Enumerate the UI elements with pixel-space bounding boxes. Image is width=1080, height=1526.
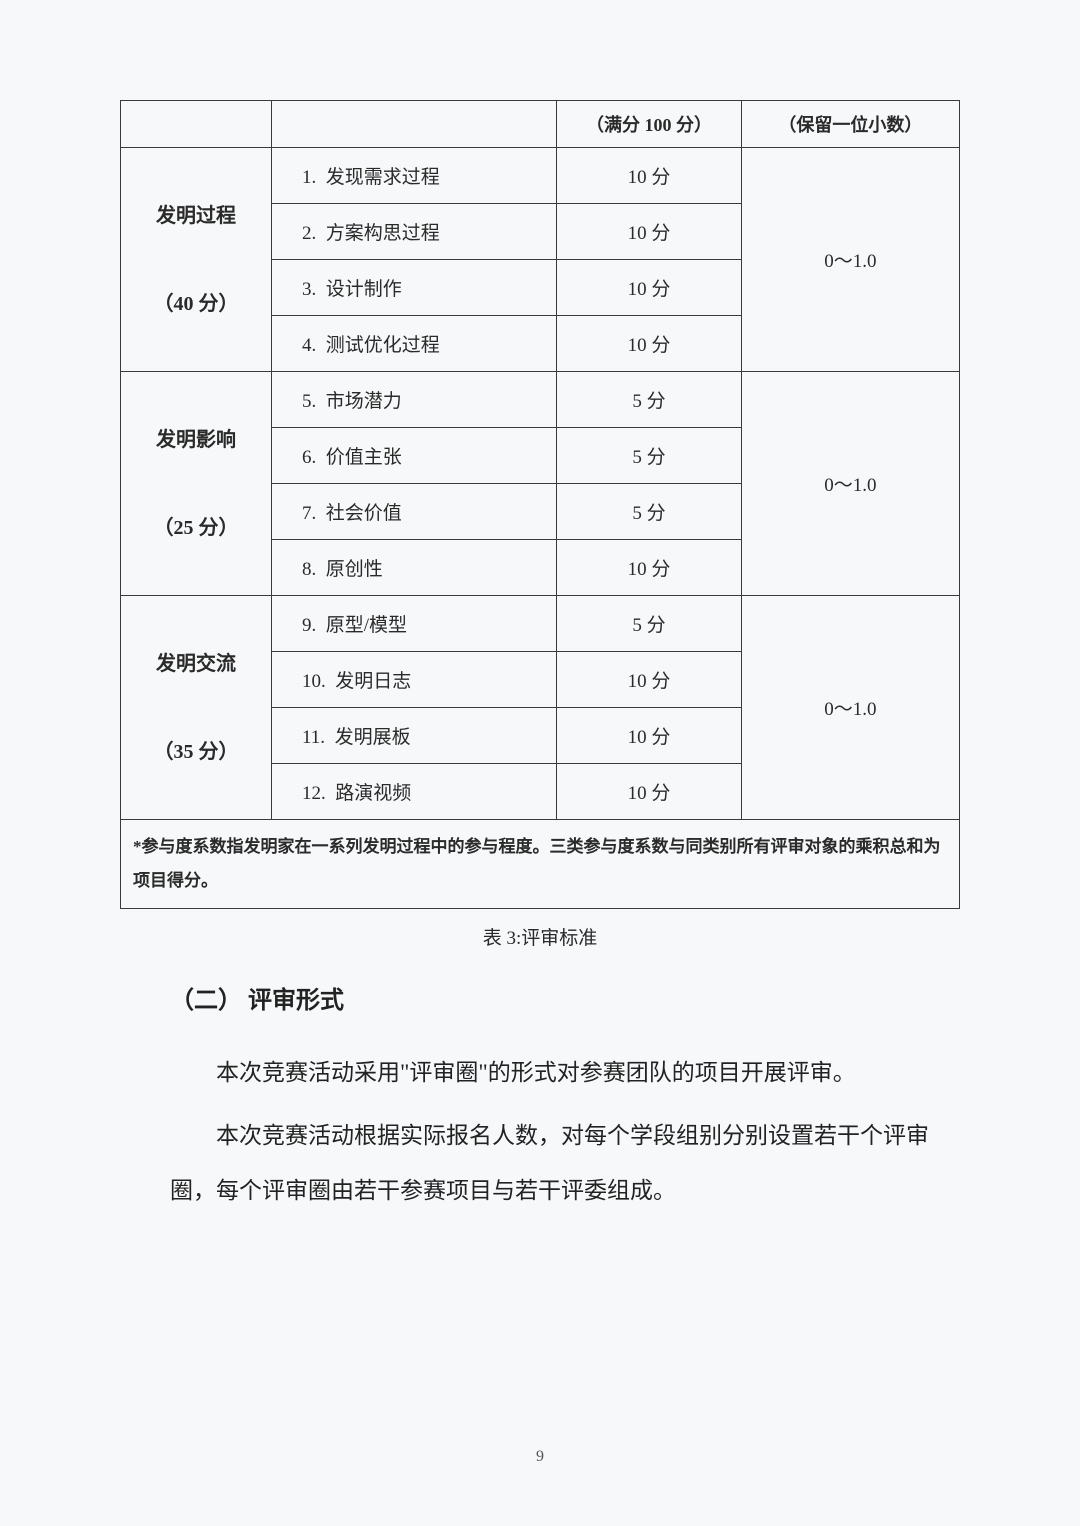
criterion-cell: 3. 设计制作 — [272, 260, 557, 316]
category-cell: 发明影响 （25 分） — [121, 372, 272, 596]
category-title: 发明过程 — [156, 205, 236, 227]
footnote-cell: *参与度系数指发明家在一系列发明过程中的参与程度。三类参与度系数与同类别所有评审… — [121, 820, 960, 909]
table-row: 发明影响（25 分）5. 市场潜力5 分0～1.0 — [121, 372, 960, 428]
criterion-label: 方案构思过程 — [326, 223, 440, 244]
header-cell-blank1 — [121, 101, 272, 148]
score-cell: 10 分 — [557, 708, 742, 764]
criterion-label: 路演视频 — [335, 783, 411, 804]
criterion-cell: 5. 市场潜力 — [272, 372, 557, 428]
score-cell: 5 分 — [557, 428, 742, 484]
paragraph-2: 本次竞赛活动根据实际报名人数，对每个学段组别分别设置若干个评审圈，每个评审圈由若… — [170, 1108, 950, 1218]
score-cell: 10 分 — [557, 204, 742, 260]
table-header-row: （满分 100 分）（保留一位小数） — [121, 101, 960, 148]
score-cell: 5 分 — [557, 484, 742, 540]
criterion-label: 发明日志 — [335, 671, 411, 692]
criterion-label: 原型/模型 — [326, 615, 407, 636]
category-label: 发明过程 （40 分） — [131, 194, 261, 326]
criterion-cell: 11. 发明展板 — [272, 708, 557, 764]
page-content: （满分 100 分）（保留一位小数）发明过程（40 分）1. 发现需求过程10 … — [120, 100, 960, 1219]
coefficient-cell: 0～1.0 — [741, 148, 959, 372]
criterion-number: 6. — [302, 447, 316, 468]
criterion-number: 9. — [302, 615, 316, 636]
criterion-cell: 4. 测试优化过程 — [272, 316, 557, 372]
criterion-cell: 6. 价值主张 — [272, 428, 557, 484]
criterion-cell: 1. 发现需求过程 — [272, 148, 557, 204]
criterion-number: 12. — [302, 783, 326, 804]
category-title: 发明影响 — [156, 429, 236, 451]
score-cell: 10 分 — [557, 764, 742, 820]
criterion-label: 社会价值 — [326, 503, 402, 524]
criterion-number: 5. — [302, 391, 316, 412]
table-footnote-row: *参与度系数指发明家在一系列发明过程中的参与程度。三类参与度系数与同类别所有评审… — [121, 820, 960, 909]
score-cell: 5 分 — [557, 372, 742, 428]
score-cell: 10 分 — [557, 540, 742, 596]
category-title: 发明交流 — [156, 653, 236, 675]
rubric-table: （满分 100 分）（保留一位小数）发明过程（40 分）1. 发现需求过程10 … — [120, 100, 960, 909]
criterion-cell: 12. 路演视频 — [272, 764, 557, 820]
coefficient-cell: 0～1.0 — [741, 372, 959, 596]
criterion-cell: 2. 方案构思过程 — [272, 204, 557, 260]
coefficient-cell: 0～1.0 — [741, 596, 959, 820]
criterion-number: 2. — [302, 223, 316, 244]
criterion-cell: 9. 原型/模型 — [272, 596, 557, 652]
table-row: 发明交流（35 分）9. 原型/模型5 分0～1.0 — [121, 596, 960, 652]
criterion-number: 7. — [302, 503, 316, 524]
criterion-label: 测试优化过程 — [326, 335, 440, 356]
category-cell: 发明过程 （40 分） — [121, 148, 272, 372]
criterion-label: 价值主张 — [326, 447, 402, 468]
score-cell: 5 分 — [557, 596, 742, 652]
category-cell: 发明交流 （35 分） — [121, 596, 272, 820]
criterion-label: 原创性 — [326, 559, 383, 580]
criterion-cell: 8. 原创性 — [272, 540, 557, 596]
criterion-label: 设计制作 — [326, 279, 402, 300]
criterion-number: 3. — [302, 279, 316, 300]
score-cell: 10 分 — [557, 260, 742, 316]
criterion-cell: 10. 发明日志 — [272, 652, 557, 708]
paragraph-1: 本次竞赛活动采用"评审圈"的形式对参赛团队的项目开展评审。 — [170, 1045, 950, 1100]
score-cell: 10 分 — [557, 148, 742, 204]
page-number: 9 — [536, 1448, 544, 1466]
table-row: 发明过程（40 分）1. 发现需求过程10 分0～1.0 — [121, 148, 960, 204]
header-cell-decimal: （保留一位小数） — [741, 101, 959, 148]
header-cell-blank2 — [272, 101, 557, 148]
criterion-number: 11. — [302, 727, 325, 748]
score-cell: 10 分 — [557, 316, 742, 372]
criterion-label: 发明展板 — [335, 727, 411, 748]
criterion-number: 1. — [302, 167, 316, 188]
category-weight: （40 分） — [154, 293, 239, 315]
criterion-number: 10. — [302, 671, 326, 692]
category-weight: （35 分） — [154, 741, 239, 763]
score-cell: 10 分 — [557, 652, 742, 708]
criterion-number: 4. — [302, 335, 316, 356]
category-weight: （25 分） — [154, 517, 239, 539]
criterion-number: 8. — [302, 559, 316, 580]
criterion-label: 市场潜力 — [326, 391, 402, 412]
section-heading: （二） 评审形式 — [170, 980, 960, 1015]
table-caption: 表 3:评审标准 — [120, 923, 960, 950]
header-cell-fullscore: （满分 100 分） — [557, 101, 742, 148]
criterion-label: 发现需求过程 — [326, 167, 440, 188]
category-label: 发明影响 （25 分） — [131, 418, 261, 550]
criterion-cell: 7. 社会价值 — [272, 484, 557, 540]
category-label: 发明交流 （35 分） — [131, 642, 261, 774]
